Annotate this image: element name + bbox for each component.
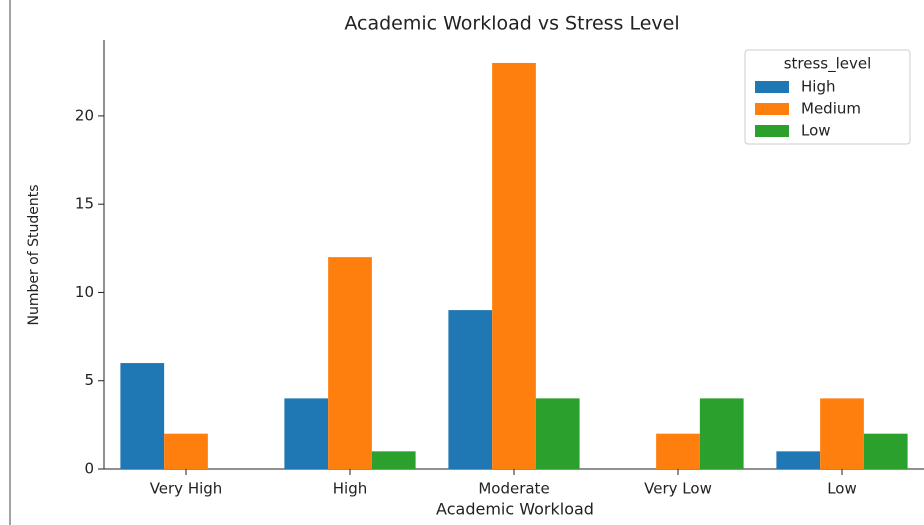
bar xyxy=(164,433,208,469)
bar xyxy=(371,451,416,469)
x-tick-label: Low xyxy=(827,480,857,498)
y-axis-label: Number of Students xyxy=(26,184,42,325)
legend-box xyxy=(744,49,911,145)
bar xyxy=(448,310,493,469)
y-tick-label: 15 xyxy=(75,195,94,213)
bar xyxy=(699,398,744,469)
y-tick-label: 0 xyxy=(84,460,94,478)
legend-swatch xyxy=(755,103,789,115)
legend-swatch xyxy=(755,125,789,137)
legend-swatch xyxy=(755,81,789,93)
legend-title: stress_level xyxy=(784,55,872,74)
legend-label: High xyxy=(801,78,835,96)
bar xyxy=(820,398,864,469)
bar xyxy=(535,398,580,469)
bar xyxy=(863,433,908,469)
y-tick-label: 10 xyxy=(75,283,94,301)
x-tick-label: High xyxy=(333,480,367,498)
x-tick-label: Moderate xyxy=(478,480,549,498)
x-tick-label: Very Low xyxy=(644,480,712,498)
bar xyxy=(776,451,821,469)
legend-label: Medium xyxy=(801,100,861,118)
bar xyxy=(656,433,700,469)
x-axis-label: Academic Workload xyxy=(436,500,594,519)
x-tick-label: Very High xyxy=(150,480,223,498)
bar xyxy=(120,363,165,469)
bar xyxy=(328,257,372,469)
y-tick-label: 20 xyxy=(75,106,94,124)
chart-title: Academic Workload vs Stress Level xyxy=(344,13,679,35)
y-tick-label: 5 xyxy=(84,371,94,389)
bar xyxy=(284,398,329,469)
bar xyxy=(492,62,536,469)
legend-label: Low xyxy=(801,122,831,140)
